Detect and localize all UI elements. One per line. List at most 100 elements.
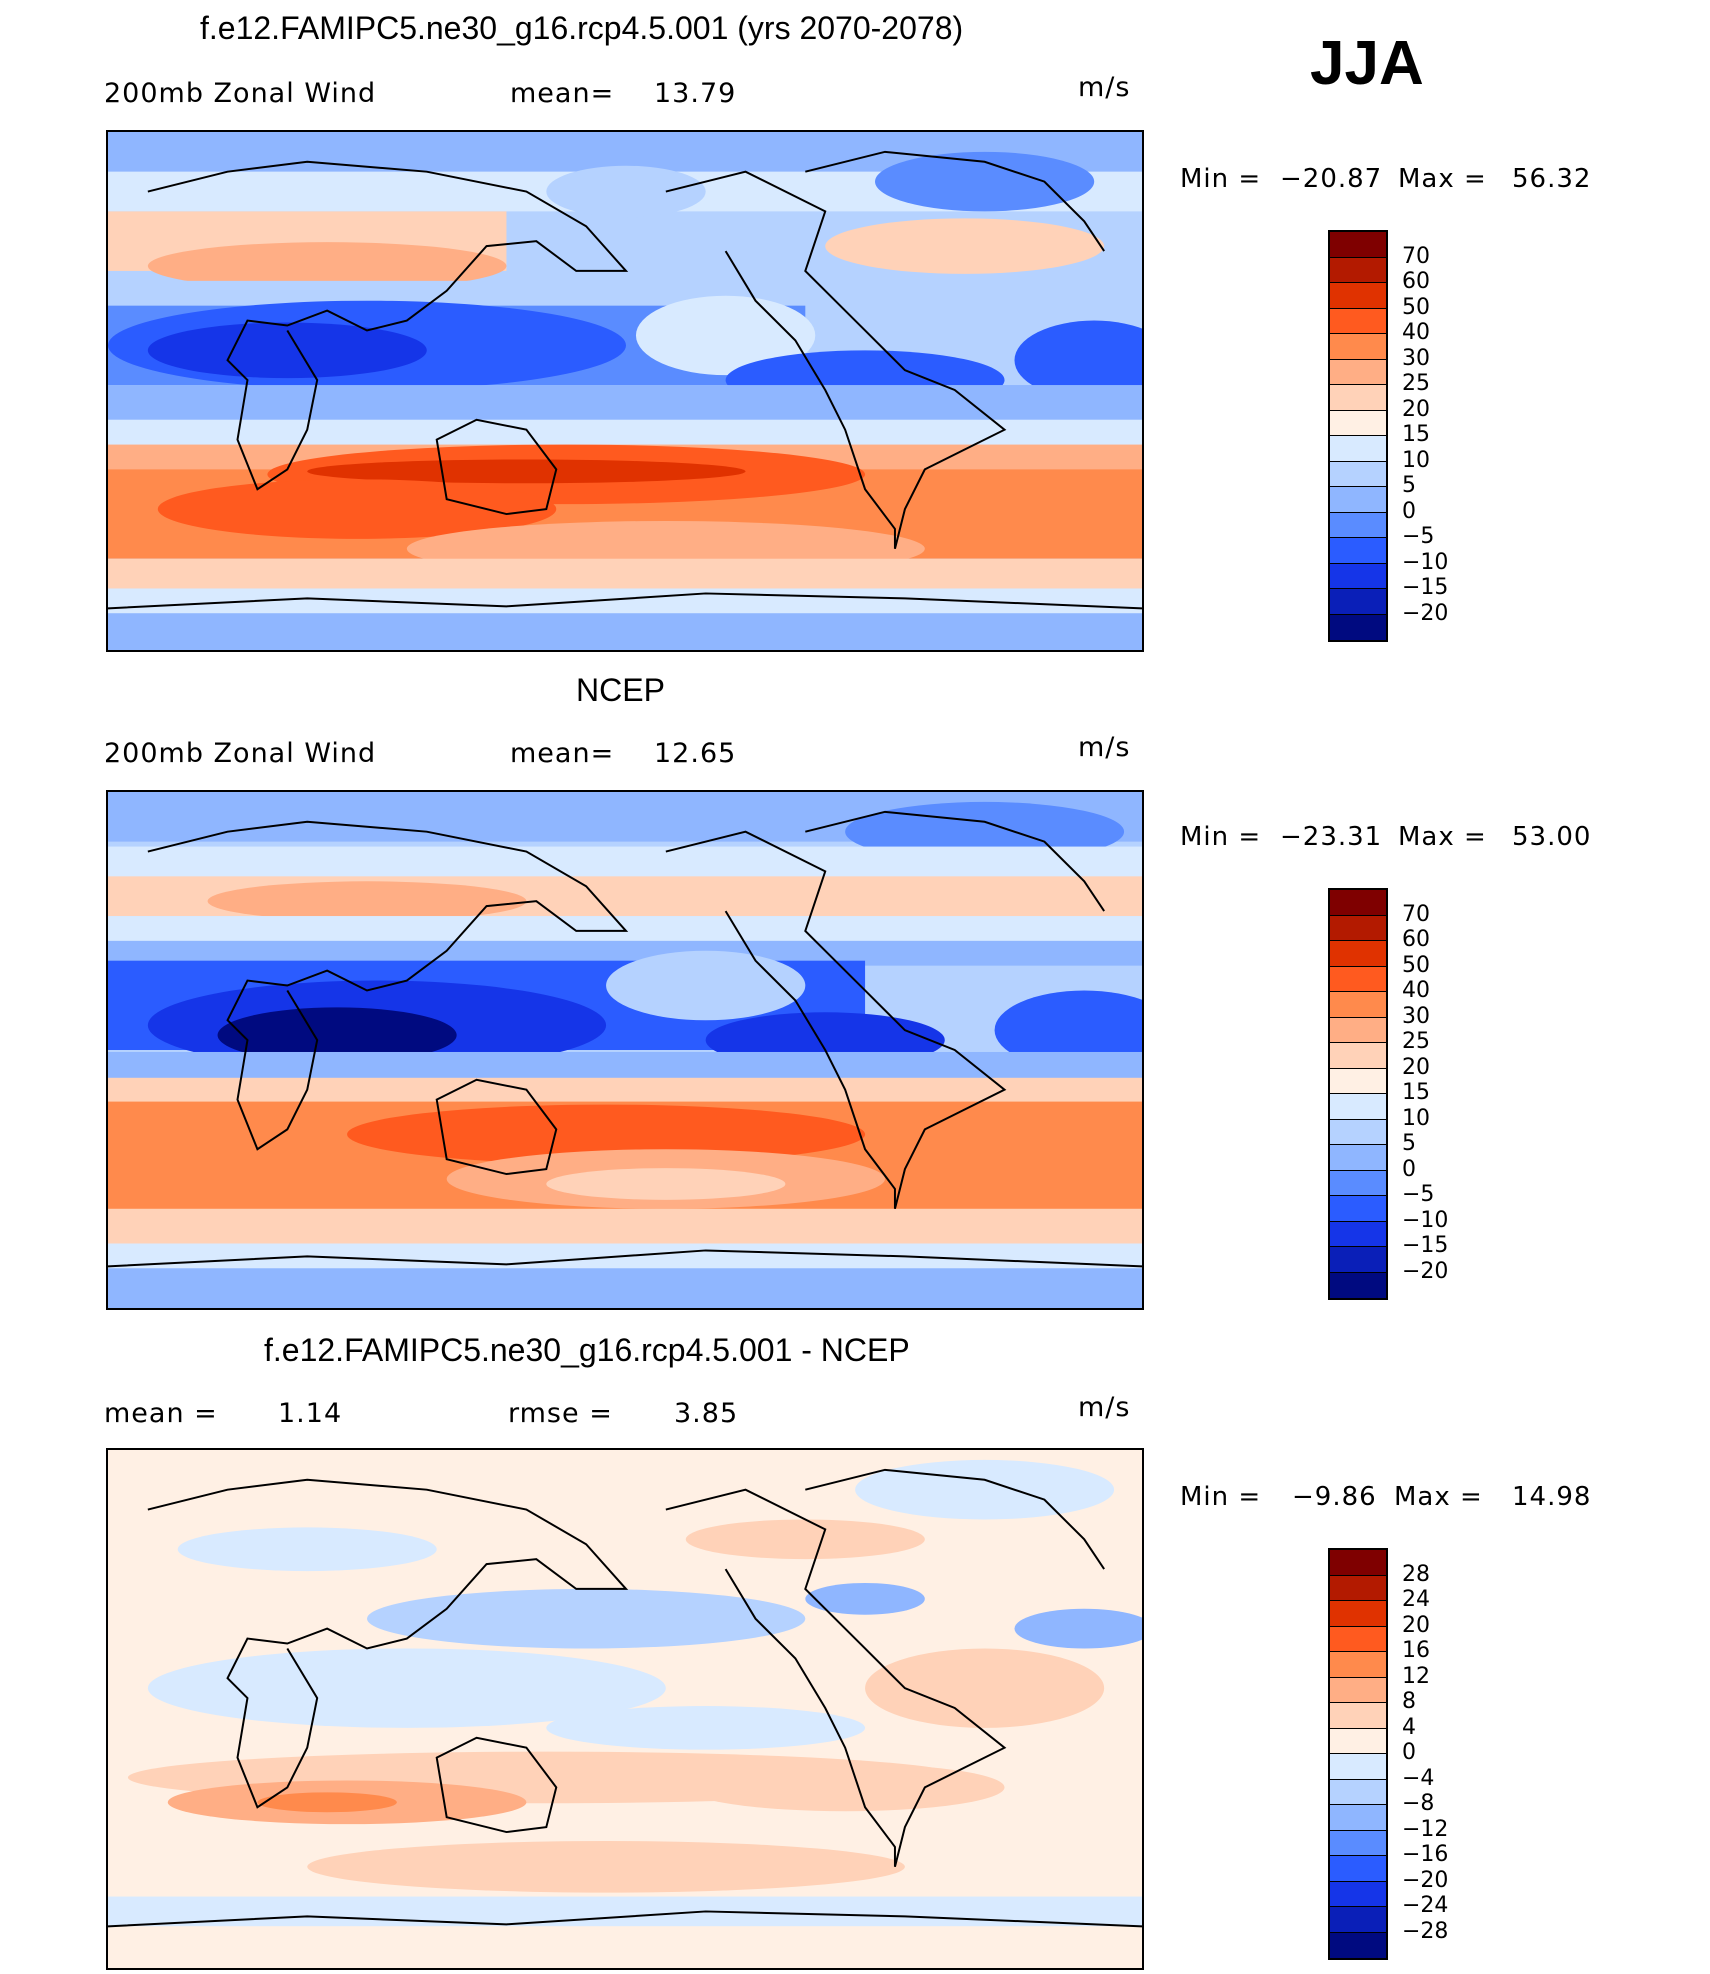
colorbar-segment [1330,1805,1386,1831]
panel-1-variable-label: 200mb Zonal Wind [104,78,377,109]
colorbar-segment [1330,992,1386,1018]
colorbar-tick-label: 50 [1402,952,1430,978]
colorbar-tick-label: −20 [1402,1258,1449,1284]
colorbar-segment [1330,1703,1386,1729]
colorbar-tick-label: −20 [1402,1867,1449,1893]
colorbar-segment [1330,487,1386,513]
colorbar-tick-label: 0 [1402,498,1416,524]
colorbar-tick-label: 60 [1402,269,1430,294]
colorbar-segment [1330,232,1386,258]
colorbar-tick-label: 16 [1402,1638,1430,1663]
colorbar-segment [1330,308,1386,334]
colorbar-tick-label: 25 [1402,1029,1430,1054]
colorbar-segment [1330,1170,1386,1196]
panel-2-min-label: Min = [1180,822,1262,852]
colorbar-segment [1330,966,1386,992]
colorbar-tick-label: 40 [1402,320,1430,345]
colorbar-tick-label: 0 [1402,1156,1416,1182]
panel-2-map [106,790,1144,1310]
colorbar-segment [1330,1247,1386,1273]
panel-3-max-label: Max = [1394,1482,1483,1512]
colorbar-segment [1330,1677,1386,1703]
colorbar-tick-label: 15 [1402,1080,1430,1105]
colorbar-segment [1330,461,1386,487]
colorbar-segment [1330,614,1386,640]
colorbar-segment [1330,915,1386,941]
panel-3-map [106,1448,1144,1970]
colorbar-segment [1330,1652,1386,1678]
colorbar-tick-label: 30 [1402,1003,1430,1029]
colorbar-segment [1330,1881,1386,1907]
colorbar-segment [1330,1043,1386,1069]
colorbar-tick-label: 30 [1402,345,1430,371]
panel-2-colorbar [1328,888,1388,1300]
colorbar-tick-label: −15 [1402,1233,1449,1258]
colorbar-segment [1330,1550,1386,1576]
colorbar-tick-label: −5 [1402,524,1435,549]
panel-2-mean-value: 12.65 [654,738,737,769]
panel-3-colorbar [1328,1548,1388,1960]
colorbar-segment [1330,1094,1386,1120]
colorbar-segment [1330,1119,1386,1145]
colorbar-tick-label: 24 [1402,1587,1430,1612]
colorbar-segment [1330,1196,1386,1222]
panel-2-max-value: 53.00 [1512,822,1592,852]
colorbar-tick-label: −24 [1402,1893,1449,1918]
colorbar-tick-label: −20 [1402,600,1449,626]
colorbar-segment [1330,589,1386,615]
panel-3-mean-label: mean = [104,1398,218,1429]
colorbar-tick-label: 28 [1402,1561,1430,1587]
panel-2-variable-label: 200mb Zonal Wind [104,738,377,769]
colorbar-segment [1330,538,1386,564]
colorbar-segment [1330,1856,1386,1882]
colorbar-tick-label: 12 [1402,1663,1430,1689]
colorbar-segment [1330,512,1386,538]
colorbar-segment [1330,1830,1386,1856]
colorbar-segment [1330,334,1386,360]
panel-1-min-label: Min = [1180,164,1262,194]
colorbar-tick-label: 40 [1402,978,1430,1003]
colorbar-tick-label: 10 [1402,1105,1430,1131]
colorbar-tick-label: 8 [1402,1689,1416,1714]
panel-2-mean-label: mean= [510,738,615,769]
colorbar-segment [1330,941,1386,967]
colorbar-segment [1330,1221,1386,1247]
colorbar-tick-label: −12 [1402,1816,1449,1842]
colorbar-tick-label: 25 [1402,371,1430,396]
colorbar-segment [1330,436,1386,462]
colorbar-segment [1330,410,1386,436]
colorbar-tick-label: −16 [1402,1842,1449,1867]
colorbar-tick-label: 0 [1402,1740,1416,1765]
colorbar-segment [1330,283,1386,309]
colorbar-tick-label: 5 [1402,473,1416,498]
colorbar-tick-label: −15 [1402,575,1449,600]
panel-2-max-label: Max = [1398,822,1487,852]
panel-1-mean-value: 13.79 [654,78,737,109]
colorbar-tick-label: 20 [1402,1054,1430,1080]
colorbar-tick-label: 70 [1402,243,1430,269]
season-label: JJA [1310,29,1424,98]
colorbar-segment [1330,1272,1386,1298]
panel-1-units: m/s [1078,72,1131,103]
colorbar-segment [1330,359,1386,385]
panel-3-rmse-value: 3.85 [674,1398,739,1429]
colorbar-segment [1330,1017,1386,1043]
colorbar-segment [1330,1779,1386,1805]
panel-1-map [106,130,1144,652]
colorbar-tick-label: 50 [1402,294,1430,320]
colorbar-tick-label: 4 [1402,1714,1416,1740]
panel-3-rmse-label: rmse = [508,1398,613,1429]
panel-1-mean-label: mean= [510,78,615,109]
panel-3-mean-value: 1.14 [278,1398,343,1429]
colorbar-tick-label: −8 [1402,1791,1435,1816]
colorbar-tick-label: −10 [1402,1207,1449,1233]
colorbar-tick-label: 60 [1402,927,1430,952]
panel-3-min-label: Min = [1180,1482,1262,1512]
colorbar-segment [1330,1068,1386,1094]
panel-1-max-label: Max = [1398,164,1487,194]
colorbar-segment [1330,1626,1386,1652]
panel-3-max-value: 14.98 [1512,1482,1592,1512]
colorbar-segment [1330,1754,1386,1780]
colorbar-segment [1330,1601,1386,1627]
panel-2-min-value: −23.31 [1280,822,1383,852]
